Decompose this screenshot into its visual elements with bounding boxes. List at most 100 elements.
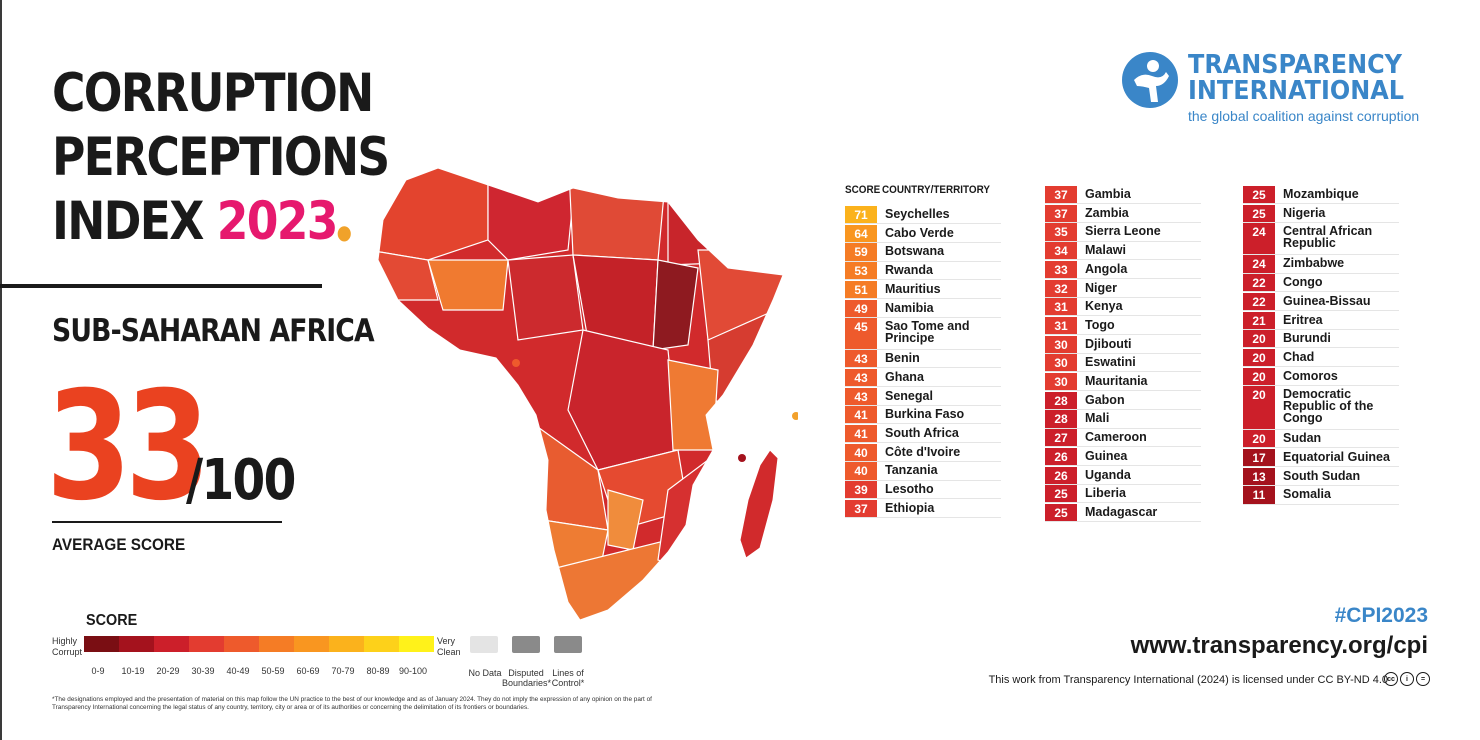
title-index-word: INDEX	[52, 191, 204, 252]
table-row: 30 Djibouti	[1045, 335, 1201, 354]
average-score-max: /100	[186, 448, 296, 513]
no-data-swatch	[470, 636, 498, 653]
legend-range-label: 10-19	[121, 666, 145, 676]
disputed-swatch	[512, 636, 540, 653]
country-cell: Comoros	[1283, 368, 1338, 383]
cc-icon: cc	[1384, 672, 1398, 686]
country-cell: Eritrea	[1283, 312, 1323, 327]
legend-low-label: Highly Corrupt	[52, 636, 83, 657]
country-cell: South Africa	[885, 426, 959, 440]
table-row: 25 Nigeria	[1243, 204, 1399, 223]
score-cell: 31	[1045, 316, 1077, 335]
legend-color-scale	[84, 636, 434, 652]
score-cell: 28	[1045, 391, 1077, 409]
table-row: 17 Equatorial Guinea	[1243, 449, 1399, 468]
country-cell: Nigeria	[1283, 205, 1326, 220]
country-cell: Mali	[1085, 411, 1110, 426]
table-row: 26 Uganda	[1045, 466, 1201, 485]
table-row: 37 Zambia	[1045, 204, 1201, 223]
ti-figure-icon	[1122, 52, 1178, 108]
table-row: 33 Angola	[1045, 260, 1201, 279]
score-cell: 24	[1243, 223, 1275, 254]
score-cell: 71	[845, 206, 877, 224]
table-row: 37 Ethiopia	[845, 499, 1001, 518]
table-header-score: SCORE	[845, 184, 881, 196]
table-row: 34 Malawi	[1045, 242, 1201, 261]
table-row: 37 Gambia	[1045, 186, 1201, 205]
legend-range-label: 0-9	[91, 666, 105, 676]
score-cell: 43	[845, 368, 877, 387]
left-frame-border	[0, 0, 2, 740]
table-row: 35 Sierra Leone	[1045, 223, 1201, 242]
legend-swatch	[224, 636, 260, 652]
score-cell: 53	[845, 262, 877, 280]
score-cell: 21	[1243, 311, 1275, 329]
country-cell: Central African Republic	[1283, 224, 1373, 251]
legend-range-label: 40-49	[226, 666, 250, 676]
country-cell: South Sudan	[1283, 468, 1361, 483]
website-link[interactable]: www.transparency.org/cpi	[1130, 632, 1428, 659]
country-cell: Madagascar	[1085, 504, 1158, 519]
score-cell: 32	[1045, 279, 1077, 297]
country-cell: Niger	[1085, 280, 1117, 295]
score-cell: 20	[1243, 430, 1275, 448]
average-score-label: AVERAGE SCORE	[52, 535, 186, 554]
legend-range-label: 90-100	[398, 666, 428, 676]
logo-line-2: INTERNATIONAL	[1188, 76, 1404, 106]
table-row: 20 Chad	[1243, 348, 1399, 368]
lines-of-control-swatch	[554, 636, 582, 653]
score-cell: 40	[845, 462, 877, 480]
legend-high-label: Very Clean	[437, 636, 461, 657]
score-cell: 30	[1045, 373, 1077, 391]
score-cell: 31	[1045, 298, 1077, 316]
country-cell: Eswatini	[1085, 355, 1136, 370]
score-cell: 25	[1045, 485, 1077, 503]
score-cell: 11	[1243, 486, 1275, 504]
table-row: 22 Congo	[1243, 274, 1399, 293]
country-cell: Cabo Verde	[885, 225, 954, 240]
footnote: *The designations employed and the prese…	[52, 696, 652, 711]
table-row: 28 Gabon	[1045, 391, 1201, 410]
country-cell: Guinea-Bissau	[1283, 293, 1371, 308]
country-cell: Gabon	[1085, 392, 1125, 407]
country-cell: Lesotho	[885, 482, 934, 497]
legend-range-label: 60-69	[296, 666, 320, 676]
legend-range-label: 80-89	[366, 666, 390, 676]
table-row: 25 Madagascar	[1045, 503, 1201, 523]
table-row: 40 Côte d'Ivoire	[845, 443, 1001, 462]
table-row: 20 Sudan	[1243, 430, 1399, 449]
country-cell: Mozambique	[1283, 187, 1359, 201]
legend-range-label: 30-39	[191, 666, 215, 676]
table-row: 30 Eswatini	[1045, 354, 1201, 373]
table-row: 40 Tanzania	[845, 462, 1001, 481]
table-row: 59 Botswana	[845, 243, 1001, 262]
country-cell: Djibouti	[1085, 336, 1132, 351]
legend-ranges: 0-9 10-19 20-29 30-39 40-49 50-59 60-69 70-79 80…	[84, 666, 444, 680]
score-cell: 20	[1243, 386, 1275, 429]
title-line-3: INDEX 2023●	[52, 190, 388, 264]
no-data-label: No Data	[468, 668, 502, 678]
table-row: 51 Mauritius	[845, 280, 1001, 299]
legend-swatch	[119, 636, 155, 652]
country-cell: Zambia	[1085, 205, 1129, 220]
country-cell: Angola	[1085, 261, 1128, 276]
average-score: 33	[46, 360, 211, 534]
country-cell: Sao Tome and Principe	[885, 319, 970, 346]
score-cell: 26	[1045, 466, 1077, 484]
score-cell: 64	[845, 224, 877, 242]
table-row: 31 Togo	[1045, 316, 1201, 336]
score-rule	[52, 521, 282, 523]
table-row: 28 Mali	[1045, 410, 1201, 429]
africa-map	[377, 167, 798, 621]
table-row: 41 Burkina Faso	[845, 406, 1001, 425]
score-cell: 41	[845, 406, 877, 424]
country-cell: Ghana	[885, 369, 924, 384]
country-cell: Togo	[1085, 317, 1115, 332]
hashtag: #CPI2023	[1334, 604, 1428, 627]
country-cell: Equatorial Guinea	[1283, 450, 1390, 464]
table-row: 64 Cabo Verde	[845, 224, 1001, 243]
score-cell: 37	[1045, 204, 1077, 222]
legend-title: SCORE	[86, 612, 138, 629]
table-row: 43 Benin	[845, 350, 1001, 369]
country-cell: Guinea	[1085, 448, 1128, 463]
